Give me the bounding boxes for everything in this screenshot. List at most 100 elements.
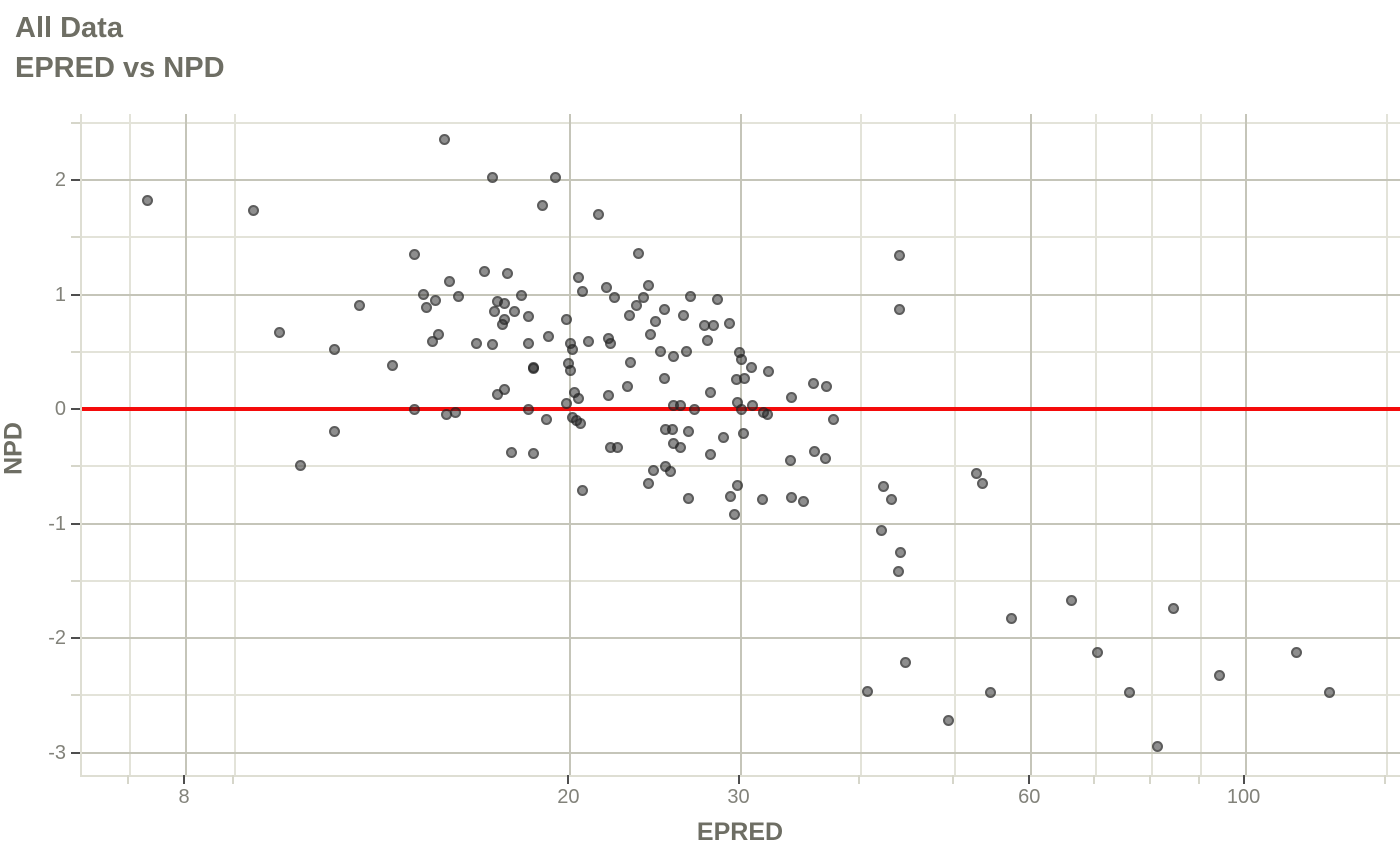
x-axis-tick xyxy=(567,775,570,784)
data-point xyxy=(560,314,572,326)
data-point xyxy=(560,397,572,409)
data-point xyxy=(486,339,498,351)
data-point xyxy=(444,276,456,288)
x-major-gridline xyxy=(185,114,187,775)
x-major-gridline xyxy=(1030,114,1033,775)
data-point xyxy=(878,481,890,493)
y-tick-label: 1 xyxy=(54,283,66,306)
y-axis-minor-tick xyxy=(71,350,80,353)
y-major-gridline xyxy=(82,522,1400,525)
data-point xyxy=(508,306,520,318)
data-point xyxy=(976,477,988,489)
data-point xyxy=(593,208,605,220)
data-point xyxy=(427,335,439,347)
y-tick-label: -3 xyxy=(48,741,66,764)
x-tick-label: 20 xyxy=(557,786,580,808)
data-point xyxy=(573,393,585,405)
data-point xyxy=(1065,594,1077,606)
data-point xyxy=(577,285,589,297)
data-point xyxy=(736,403,748,415)
plot-subtitle: EPRED vs NPD xyxy=(15,52,225,84)
x-major-gridline xyxy=(1244,114,1247,775)
data-point xyxy=(942,714,954,726)
x-axis-minor-tick xyxy=(1092,775,1095,784)
data-point xyxy=(786,392,798,404)
data-point xyxy=(608,292,620,304)
data-point xyxy=(819,452,831,464)
x-minor-gridline xyxy=(128,114,131,775)
data-point xyxy=(418,289,430,300)
data-point xyxy=(704,387,716,399)
data-point xyxy=(658,303,670,315)
data-point xyxy=(523,338,535,350)
data-point xyxy=(625,356,637,368)
x-axis-minor-tick xyxy=(126,775,129,784)
data-point xyxy=(785,455,797,467)
data-point xyxy=(717,432,729,444)
data-point xyxy=(643,279,655,291)
data-point xyxy=(1291,647,1303,659)
data-point xyxy=(861,686,873,698)
data-point xyxy=(763,365,775,377)
data-point xyxy=(809,445,821,457)
data-point xyxy=(1092,647,1104,659)
x-axis-minor-tick xyxy=(232,775,235,784)
data-point xyxy=(827,413,839,425)
data-point xyxy=(575,418,587,430)
data-point xyxy=(648,465,660,477)
data-point xyxy=(725,490,737,502)
data-point xyxy=(1124,687,1136,699)
data-point xyxy=(612,442,624,454)
plot-panel xyxy=(80,114,1400,777)
plot-title: All Data xyxy=(15,12,123,44)
data-point xyxy=(1168,602,1180,614)
data-point xyxy=(820,380,832,392)
y-tick-label: 0 xyxy=(54,398,66,420)
data-point xyxy=(893,250,905,262)
data-point xyxy=(644,329,656,341)
data-point xyxy=(732,480,744,492)
x-axis-tick xyxy=(737,775,740,784)
y-axis-minor-tick xyxy=(71,236,80,239)
data-point xyxy=(449,406,461,418)
data-point xyxy=(541,413,553,425)
y-axis-minor-tick xyxy=(71,694,80,697)
data-point xyxy=(678,309,690,321)
x-tick-label: 60 xyxy=(1018,786,1041,808)
data-point xyxy=(354,300,366,312)
data-point xyxy=(429,294,441,306)
data-point xyxy=(573,271,585,283)
data-point xyxy=(536,199,548,211)
data-point xyxy=(655,346,667,358)
data-point xyxy=(637,292,649,304)
y-axis-tick xyxy=(71,637,80,639)
y-axis-minor-tick xyxy=(71,465,80,468)
x-major-gridline xyxy=(569,114,572,775)
data-point xyxy=(971,467,983,479)
x-axis-minor-tick xyxy=(1149,775,1151,784)
x-major-gridline xyxy=(739,114,742,775)
y-major-gridline xyxy=(82,751,1400,754)
data-point xyxy=(142,195,154,207)
x-minor-gridline xyxy=(234,114,237,775)
data-point xyxy=(900,656,912,668)
data-point xyxy=(668,350,680,362)
y-major-gridline xyxy=(82,637,1400,639)
data-point xyxy=(329,343,341,355)
y-tick-label: -1 xyxy=(48,512,66,535)
data-point xyxy=(807,378,819,390)
data-point xyxy=(438,134,450,146)
data-point xyxy=(739,372,751,384)
y-major-gridline xyxy=(82,179,1400,181)
data-point xyxy=(432,329,444,341)
data-point xyxy=(630,300,642,312)
x-axis-minor-tick xyxy=(858,775,861,784)
data-point xyxy=(527,448,539,460)
data-point xyxy=(489,306,501,318)
data-point xyxy=(798,496,810,508)
data-point xyxy=(701,334,713,346)
data-point xyxy=(762,409,774,421)
y-tick-label: 2 xyxy=(54,169,66,191)
x-minor-gridline xyxy=(953,114,956,775)
